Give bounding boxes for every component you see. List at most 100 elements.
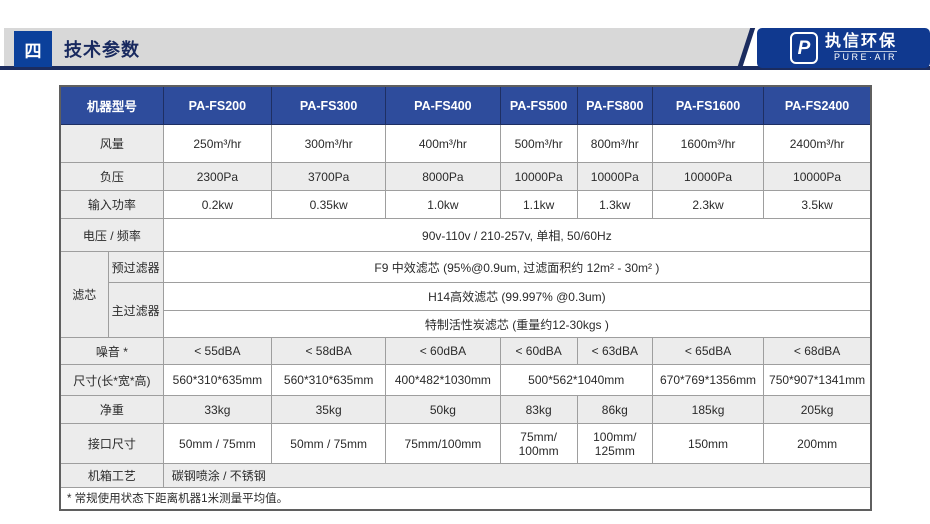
section-title-band bbox=[4, 28, 752, 66]
table-row-footnote: * 常规使用状态下距离机器1米测量平均值。 bbox=[59, 487, 872, 510]
cell-value: 83kg bbox=[499, 395, 578, 424]
cell-value: < 63dBA bbox=[576, 337, 653, 365]
brand-logo: P 执信环保 PURE·AIR bbox=[757, 28, 930, 68]
row-label: 风量 bbox=[59, 124, 164, 163]
row-label: 净重 bbox=[59, 395, 164, 424]
cell-value: 8000Pa bbox=[385, 162, 501, 191]
row-sublabel-prefilter: 预过滤器 bbox=[107, 251, 164, 283]
cell-value: 50kg bbox=[385, 395, 501, 424]
header-divider bbox=[0, 66, 930, 70]
cell-value: 400*482*1030mm bbox=[385, 364, 501, 396]
cell-value: < 68dBA bbox=[763, 337, 872, 365]
row-label: 输入功率 bbox=[59, 190, 164, 219]
table-row-mainfilter-2: 特制活性炭滤芯 (重量约12-30kgs ) bbox=[60, 310, 872, 338]
row-label: 电压 / 频率 bbox=[59, 218, 164, 252]
cell-value-merged: 特制活性炭滤芯 (重量约12-30kgs ) bbox=[162, 310, 872, 338]
header-pa-fs2400: PA-FS2400 bbox=[763, 85, 872, 125]
spec-table: 机器型号 PA-FS200 PA-FS300 PA-FS400 PA-FS500… bbox=[59, 85, 872, 511]
cell-value: 10000Pa bbox=[499, 162, 578, 191]
cell-value: 10000Pa bbox=[576, 162, 653, 191]
brand-name-en: PURE·AIR bbox=[833, 50, 897, 62]
logo-text: 执信环保 PURE·AIR bbox=[825, 33, 897, 62]
table-row-voltage: 电压 / 频率 90v-110v / 210-257v, 单相, 50/60Hz bbox=[59, 218, 872, 252]
table-row-chassis: 机箱工艺 碳钢喷涂 / 不锈钢 bbox=[59, 463, 872, 488]
cell-value: < 65dBA bbox=[651, 337, 765, 365]
cell-value: 35kg bbox=[270, 395, 387, 424]
brand-name-cn: 执信环保 bbox=[824, 33, 897, 51]
table-row-noise: 噪音 * < 55dBA < 58dBA < 60dBA < 60dBA < 6… bbox=[59, 337, 872, 365]
table-row-negative-pressure: 负压 2300Pa 3700Pa 8000Pa 10000Pa 10000Pa … bbox=[59, 162, 872, 191]
row-sublabel-mainfilter: 主过滤器 bbox=[107, 282, 164, 338]
cell-value: 1.1kw bbox=[499, 190, 578, 219]
cell-value: 75mm/ 100mm bbox=[499, 423, 578, 464]
table-row-dimensions: 尺寸(长*宽*高) 560*310*635mm 560*310*635mm 40… bbox=[59, 364, 872, 396]
cell-value-merged: H14高效滤芯 (99.997% @0.3um) bbox=[162, 282, 872, 311]
cell-value: 500*562*1040mm bbox=[499, 364, 653, 396]
cell-value: 150mm bbox=[651, 423, 765, 464]
cell-value-merged: F9 中效滤芯 (95%@0.9um, 过滤面积约 12m² - 30m² ) bbox=[162, 251, 872, 283]
cell-value-merged: 90v-110v / 210-257v, 单相, 50/60Hz bbox=[162, 218, 872, 252]
cell-value: 1.3kw bbox=[576, 190, 653, 219]
cell-value: < 60dBA bbox=[385, 337, 501, 365]
section-number-badge: 四 bbox=[14, 31, 52, 67]
page-title: 技术参数 bbox=[64, 40, 140, 60]
header-pa-fs800: PA-FS800 bbox=[576, 85, 653, 125]
cell-value: 2.3kw bbox=[651, 190, 765, 219]
header-pa-fs200: PA-FS200 bbox=[162, 85, 273, 125]
row-label: 尺寸(长*宽*高) bbox=[59, 364, 164, 396]
cell-value: 300m³/hr bbox=[270, 124, 387, 163]
cell-value: 1600m³/hr bbox=[651, 124, 765, 163]
cell-value: 3700Pa bbox=[270, 162, 387, 191]
header-model: 机器型号 bbox=[59, 85, 164, 125]
cell-value: 670*769*1356mm bbox=[651, 364, 765, 396]
row-label: 机箱工艺 bbox=[59, 463, 164, 488]
row-label: 负压 bbox=[59, 162, 164, 191]
cell-value: 0.2kw bbox=[162, 190, 273, 219]
cell-value: 500m³/hr bbox=[499, 124, 578, 163]
cell-value: 10000Pa bbox=[763, 162, 872, 191]
header-pa-fs400: PA-FS400 bbox=[385, 85, 501, 125]
row-label-filter: 滤芯 bbox=[59, 251, 109, 338]
footnote: * 常规使用状态下距离机器1米测量平均值。 bbox=[59, 487, 872, 510]
cell-value: < 55dBA bbox=[162, 337, 273, 365]
row-label: 接口尺寸 bbox=[59, 423, 164, 464]
header-pa-fs1600: PA-FS1600 bbox=[651, 85, 765, 125]
cell-value: 2400m³/hr bbox=[763, 124, 872, 163]
table-row-airflow: 风量 250m³/hr 300m³/hr 400m³/hr 500m³/hr 8… bbox=[59, 124, 872, 163]
table-row-mainfilter-1: 主过滤器 H14高效滤芯 (99.997% @0.3um) bbox=[60, 282, 872, 338]
cell-value: 200mm bbox=[763, 423, 872, 464]
cell-value: < 60dBA bbox=[499, 337, 578, 365]
cell-value: 800m³/hr bbox=[576, 124, 653, 163]
cell-value: 400m³/hr bbox=[385, 124, 501, 163]
cell-value: 1.0kw bbox=[385, 190, 501, 219]
table-header-row: 机器型号 PA-FS200 PA-FS300 PA-FS400 PA-FS500… bbox=[59, 85, 872, 125]
table-row-prefilter: 滤芯 预过滤器 F9 中效滤芯 (95%@0.9um, 过滤面积约 12m² -… bbox=[59, 251, 872, 338]
cell-value: 560*310*635mm bbox=[162, 364, 273, 396]
cell-value: 3.5kw bbox=[763, 190, 872, 219]
section-number: 四 bbox=[24, 41, 42, 61]
table-row-port-size: 接口尺寸 50mm / 75mm 50mm / 75mm 75mm/100mm … bbox=[59, 423, 872, 464]
cell-value: 250m³/hr bbox=[162, 124, 273, 163]
header-pa-fs300: PA-FS300 bbox=[270, 85, 387, 125]
row-label: 噪音 * bbox=[59, 337, 164, 365]
table-row-input-power: 输入功率 0.2kw 0.35kw 1.0kw 1.1kw 1.3kw 2.3k… bbox=[59, 190, 872, 219]
cell-value: 185kg bbox=[651, 395, 765, 424]
cell-value: 750*907*1341mm bbox=[763, 364, 872, 396]
cell-value: 100mm/ 125mm bbox=[576, 423, 653, 464]
cell-value: 0.35kw bbox=[270, 190, 387, 219]
cell-value: < 58dBA bbox=[270, 337, 387, 365]
cell-value: 86kg bbox=[576, 395, 653, 424]
cell-value: 205kg bbox=[763, 395, 872, 424]
cell-value: 50mm / 75mm bbox=[162, 423, 273, 464]
cell-value: 10000Pa bbox=[651, 162, 765, 191]
cell-value: 2300Pa bbox=[162, 162, 273, 191]
pureair-logo-icon: P bbox=[789, 32, 818, 64]
cell-value: 33kg bbox=[162, 395, 273, 424]
header-pa-fs500: PA-FS500 bbox=[499, 85, 578, 125]
cell-value: 50mm / 75mm bbox=[270, 423, 387, 464]
table-row-net-weight: 净重 33kg 35kg 50kg 83kg 86kg 185kg 205kg bbox=[59, 395, 872, 424]
cell-value-merged: 碳钢喷涂 / 不锈钢 bbox=[162, 463, 872, 488]
cell-value: 560*310*635mm bbox=[270, 364, 387, 396]
cell-value: 75mm/100mm bbox=[385, 423, 501, 464]
